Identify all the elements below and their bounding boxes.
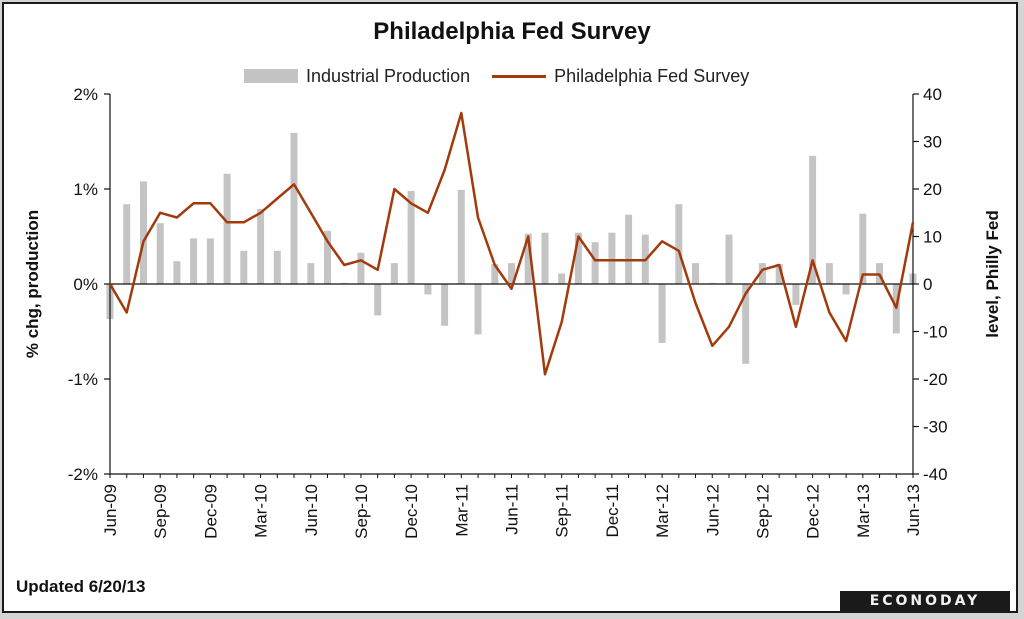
- legend-swatch-line: [492, 74, 547, 78]
- bar-industrial-production: [156, 223, 164, 284]
- right-axis-tick-label: 10: [923, 228, 942, 247]
- legend-label-industrial-production: Industrial Production: [306, 65, 471, 86]
- bar-industrial-production: [173, 261, 181, 284]
- bar-industrial-production: [491, 264, 499, 284]
- bar-industrial-production: [390, 263, 398, 284]
- bar-industrial-production: [457, 189, 465, 284]
- right-axis-tick-label: 40: [923, 85, 942, 104]
- legend-item-philadelphia-fed-survey: Philadelphia Fed Survey: [492, 66, 749, 87]
- x-axis-tick-label: Dec-11: [603, 484, 622, 538]
- x-axis-tick-label: Dec-09: [201, 484, 220, 539]
- bar-industrial-production: [758, 263, 766, 284]
- chart-frame: Philadelphia Fed Survey Industrial Produ…: [2, 2, 1018, 613]
- bar-industrial-production: [608, 232, 616, 284]
- x-axis-tick-label: Jun-12: [703, 484, 722, 536]
- bar-industrial-production: [574, 232, 582, 284]
- x-axis-tick-label: Jun-09: [101, 484, 120, 536]
- bar-industrial-production: [123, 204, 131, 284]
- bar-industrial-production: [424, 284, 432, 295]
- right-axis-tick-label: -20: [923, 370, 948, 389]
- bar-industrial-production: [842, 284, 850, 295]
- line-philadelphia-fed-survey: [108, 111, 915, 376]
- bar-industrial-production: [524, 233, 532, 284]
- x-axis-tick-label: Mar-10: [252, 484, 271, 538]
- bar-industrial-production: [140, 181, 147, 284]
- x-axis-tick-label: Dec-10: [402, 484, 421, 539]
- legend: Industrial Production Philadelphia Fed S…: [244, 64, 771, 88]
- x-axis-tick-label: Mar-13: [854, 484, 873, 538]
- bar-industrial-production: [257, 208, 265, 284]
- bar-industrial-production: [541, 232, 549, 284]
- bar-industrial-production: [692, 263, 699, 284]
- x-axis-tick-label: Sep-09: [151, 484, 170, 539]
- x-axis-tick-label: Mar-11: [452, 484, 471, 537]
- bar-industrial-production: [206, 238, 214, 284]
- right-axis-tick-label: -30: [923, 418, 948, 437]
- bar-industrial-production: [675, 204, 683, 284]
- left-axis-tick-label: -1%: [68, 370, 98, 389]
- bar-industrial-production: [223, 173, 231, 284]
- bar-industrial-production: [374, 284, 382, 316]
- bar-industrial-production: [859, 213, 867, 284]
- x-axis-tick-label: Jun-13: [904, 484, 923, 536]
- x-axis-tick-label: Jun-10: [302, 484, 321, 536]
- legend-swatch-bar: [244, 69, 298, 83]
- bar-industrial-production: [357, 252, 365, 284]
- right-axis-title: level, Philly Fed: [983, 210, 1002, 338]
- bar-industrial-production: [508, 263, 515, 284]
- left-axis-tick-label: 1%: [73, 180, 98, 199]
- x-axis-tick-label: Sep-10: [352, 484, 371, 539]
- bar-industrial-production: [625, 214, 633, 284]
- chart-title: Philadelphia Fed Survey: [373, 18, 651, 45]
- right-axis-tick-label: -40: [923, 465, 948, 484]
- bar-industrial-production: [725, 234, 733, 284]
- bar-industrial-production: [474, 284, 482, 335]
- x-axis-tick-label: Jun-11: [503, 484, 522, 535]
- right-axis-tick-label: 0: [923, 275, 932, 294]
- bar-industrial-production: [825, 263, 833, 284]
- left-axis-tick-label: -2%: [68, 465, 98, 484]
- bar-industrial-production: [809, 155, 817, 285]
- bar-industrial-production: [792, 284, 800, 305]
- right-axis-tick-label: 20: [923, 180, 942, 199]
- legend-label-philadelphia-fed-survey: Philadelphia Fed Survey: [554, 65, 750, 86]
- bar-industrial-production: [324, 230, 331, 284]
- bar-industrial-production: [658, 284, 666, 343]
- bar-industrial-production: [307, 263, 315, 284]
- left-axis-tick-label: 2%: [73, 85, 98, 104]
- right-axis-tick-label: -10: [923, 323, 948, 342]
- bar-industrial-production: [441, 284, 449, 326]
- right-axis-tick-label: 30: [923, 133, 942, 152]
- bar-industrial-production: [591, 242, 599, 284]
- updated-date-note: Updated 6/20/13: [16, 577, 146, 596]
- econoday-logo: ECONODAY: [840, 591, 1010, 611]
- x-axis-tick-label: Mar-12: [653, 484, 672, 538]
- bar-industrial-production: [273, 250, 281, 285]
- bar-industrial-production: [558, 273, 566, 284]
- bar-industrial-production: [742, 284, 750, 364]
- bar-industrial-production: [240, 250, 248, 285]
- x-axis-tick-label: Sep-11: [553, 484, 572, 538]
- x-axis-tick-label: Sep-12: [753, 484, 772, 539]
- x-axis-tick-label: Dec-12: [804, 484, 823, 539]
- left-axis-tick-label: 0%: [73, 275, 98, 294]
- legend-item-industrial-production: Industrial Production: [244, 66, 470, 87]
- bar-industrial-production: [190, 238, 198, 284]
- bar-industrial-production: [407, 190, 415, 284]
- left-axis-title: % chg, production: [23, 210, 42, 358]
- bar-industrial-production: [775, 264, 783, 284]
- bar-industrial-production: [290, 132, 298, 284]
